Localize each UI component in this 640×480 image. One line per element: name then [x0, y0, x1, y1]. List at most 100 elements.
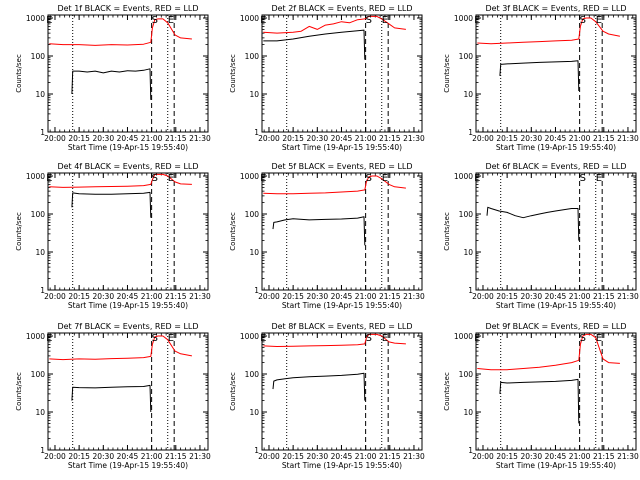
marker-s: S — [580, 15, 586, 26]
x-tick-label: 20:15 — [68, 134, 90, 143]
x-tick-label: 21:00 — [355, 134, 377, 143]
panel-title: Det 2f BLACK = Events, RED = LLD — [271, 4, 412, 13]
x-tick-label: 21:15 — [593, 134, 615, 143]
y-tick-label: 1 — [254, 128, 259, 137]
y-axis-label: Counts/sec — [229, 372, 237, 411]
panel-det-8: Det 8f BLACK = Events, RED = LLD 1 10 100 10… — [229, 322, 425, 470]
plot-frame — [47, 332, 209, 451]
marker-e: E — [260, 173, 266, 184]
marker-e: E — [168, 333, 174, 344]
y-tick-label: 100 — [459, 210, 474, 219]
x-tick-label: 20:15 — [282, 134, 304, 143]
x-tick-label: 21:30 — [189, 292, 211, 301]
y-tick-label: 1 — [254, 286, 259, 295]
y-axis-label: Counts/sec — [229, 212, 237, 251]
y-tick-label: 1 — [254, 446, 259, 455]
x-tick-label: 21:00 — [141, 134, 163, 143]
panel-det-9: Det 9f BLACK = Events, RED = LLD 1 10 100 10… — [443, 322, 639, 470]
x-tick-label: 20:00 — [472, 292, 494, 301]
marker-e: E — [474, 173, 480, 184]
panel-title: Det 6f BLACK = Events, RED = LLD — [485, 162, 626, 171]
x-tick-label: 20:45 — [545, 292, 567, 301]
x-tick-label: 20:00 — [472, 452, 494, 461]
marker-e: E — [260, 333, 266, 344]
y-tick-label: 1000 — [240, 332, 259, 341]
y-tick-label: 10 — [463, 90, 473, 99]
panel-title: Det 4f BLACK = Events, RED = LLD — [57, 162, 198, 171]
series-lld — [71, 191, 152, 218]
marker-e: E — [596, 333, 602, 344]
marker-e: E — [382, 333, 388, 344]
panel-title: Det 8f BLACK = Events, RED = LLD — [271, 322, 412, 331]
x-tick-label: 21:00 — [569, 452, 591, 461]
plot-frame — [261, 172, 423, 291]
x-tick-label: 21:00 — [141, 292, 163, 301]
x-tick-label: 20:45 — [117, 134, 139, 143]
panel-det-1: Det 1f BLACK = Events, RED = LLD 1 10 100 10… — [15, 4, 211, 152]
y-tick-label: 10 — [249, 408, 259, 417]
x-tick-label: 20:15 — [496, 452, 518, 461]
x-tick-label: 21:30 — [617, 134, 639, 143]
x-axis-label: Start Time (19-Apr-15 19:55:40) — [282, 301, 402, 310]
plot-frame — [47, 14, 209, 133]
x-tick-label: 20:30 — [520, 452, 542, 461]
marker-e: E — [474, 333, 480, 344]
marker-e: E — [46, 173, 52, 184]
y-tick-label: 1000 — [240, 14, 259, 23]
plot-frame — [475, 14, 637, 133]
plot-frame — [261, 332, 423, 451]
x-axis-label: Start Time (19-Apr-15 19:55:40) — [496, 461, 616, 470]
y-tick-label: 100 — [31, 370, 46, 379]
marker-e: E — [46, 333, 52, 344]
x-tick-label: 20:30 — [92, 452, 114, 461]
panel-det-3: Det 3f BLACK = Events, RED = LLD 1 10 100 10… — [443, 4, 639, 152]
series-events — [263, 175, 406, 195]
x-tick-label: 20:30 — [306, 452, 328, 461]
series-lld — [486, 206, 580, 241]
y-axis-label: Counts/sec — [443, 54, 451, 93]
marker-s: S — [580, 333, 586, 344]
x-tick-label: 20:15 — [282, 292, 304, 301]
x-tick-label: 21:15 — [379, 134, 401, 143]
y-tick-label: 100 — [459, 52, 474, 61]
panel-det-5: Det 5f BLACK = Events, RED = LLD 1 10 100 10… — [229, 162, 425, 310]
x-tick-label: 20:45 — [331, 292, 353, 301]
panel-title: Det 9f BLACK = Events, RED = LLD — [485, 322, 626, 331]
y-tick-label: 1000 — [454, 14, 473, 23]
x-tick-label: 20:45 — [331, 134, 353, 143]
y-axis-label: Counts/sec — [15, 372, 23, 411]
x-tick-label: 20:45 — [331, 452, 353, 461]
y-tick-label: 1 — [468, 446, 473, 455]
x-tick-label: 21:30 — [189, 452, 211, 461]
x-tick-label: 20:15 — [496, 134, 518, 143]
panel-title: Det 5f BLACK = Events, RED = LLD — [271, 162, 412, 171]
y-tick-label: 1 — [40, 286, 45, 295]
marker-s: S — [366, 173, 372, 184]
x-tick-label: 20:45 — [545, 134, 567, 143]
marker-s: S — [580, 173, 586, 184]
x-axis-label: Start Time (19-Apr-15 19:55:40) — [496, 301, 616, 310]
y-tick-label: 1 — [468, 128, 473, 137]
x-axis-label: Start Time (19-Apr-15 19:55:40) — [496, 143, 616, 152]
y-tick-label: 10 — [249, 248, 259, 257]
marker-e: E — [46, 15, 52, 26]
panel-det-4: Det 4f BLACK = Events, RED = LLD 1 10 100 10… — [15, 162, 211, 310]
marker-e: E — [382, 173, 388, 184]
marker-s: S — [152, 173, 158, 184]
y-axis-label: Counts/sec — [15, 54, 23, 93]
x-tick-label: 20:00 — [44, 452, 66, 461]
x-tick-label: 21:15 — [165, 292, 187, 301]
plot-frame — [475, 172, 637, 291]
series-events — [477, 17, 620, 45]
y-tick-label: 10 — [35, 248, 45, 257]
y-tick-label: 10 — [463, 408, 473, 417]
x-tick-label: 21:30 — [403, 292, 425, 301]
series-lld — [499, 378, 580, 424]
x-axis-label: Start Time (19-Apr-15 19:55:40) — [282, 461, 402, 470]
series-events — [477, 333, 620, 371]
y-axis-label: Counts/sec — [443, 372, 451, 411]
panel-det-2: Det 2f BLACK = Events, RED = LLD 1 10 100 10… — [229, 4, 425, 152]
x-tick-label: 20:00 — [258, 452, 280, 461]
x-tick-label: 21:15 — [593, 452, 615, 461]
